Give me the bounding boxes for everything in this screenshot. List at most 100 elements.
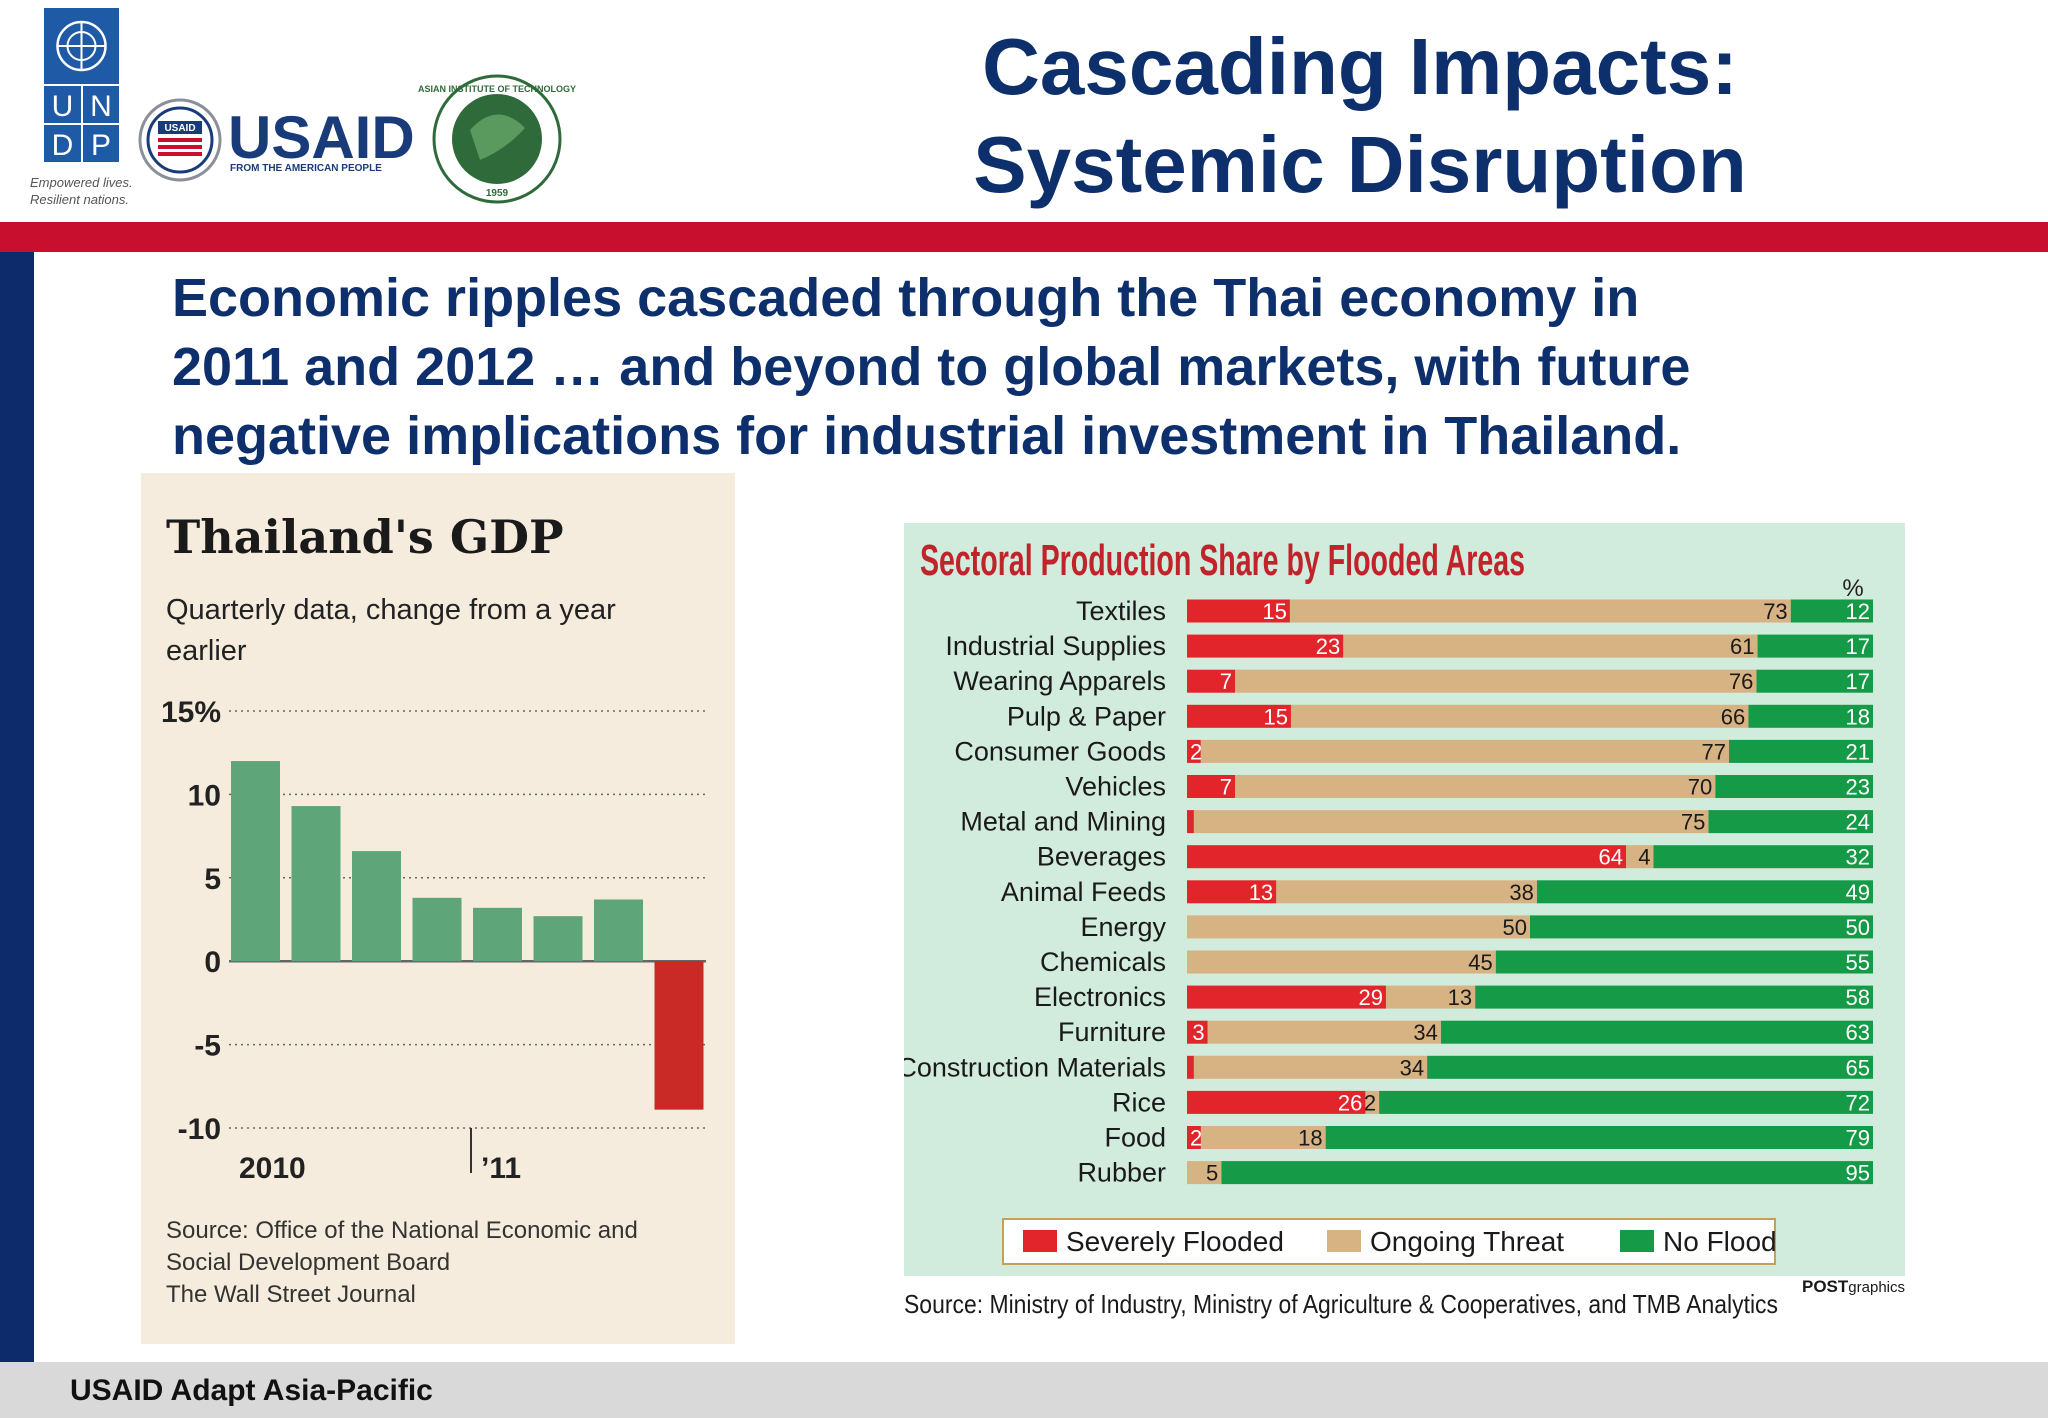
bar-ongoing-threat bbox=[1200, 739, 1729, 763]
label-ongoing-threat: 5 bbox=[1206, 1161, 1218, 1186]
sector-unit-label: % bbox=[1842, 575, 1863, 602]
sector-category-label: Electronics bbox=[1034, 982, 1166, 1012]
bar-severely-flooded bbox=[1187, 599, 1290, 623]
sector-row: Electronics 29 13 58 bbox=[1034, 982, 1873, 1012]
gdp-y-tick-label: 0 bbox=[204, 946, 221, 979]
bar-no-flood bbox=[1757, 634, 1873, 658]
bar-no-flood bbox=[1427, 1055, 1873, 1079]
sector-category-label: Chemicals bbox=[1040, 947, 1166, 977]
sector-row: Consumer Goods 2 77 21 bbox=[954, 736, 1873, 766]
subtitle-line-2: 2011 and 2012 … and beyond to global mar… bbox=[172, 337, 1691, 397]
legend-label-ongoing-threat: Ongoing Threat bbox=[1370, 1226, 1564, 1257]
undp-letter-p: P bbox=[91, 129, 111, 162]
label-severely-flooded: 15 bbox=[1262, 599, 1286, 624]
label-severely-flooded: 7 bbox=[1220, 669, 1232, 694]
sector-chart-title: Sectoral Production Share by Flooded Are… bbox=[920, 536, 1525, 585]
label-no-flood: 49 bbox=[1846, 880, 1870, 905]
sector-chart: Sectoral Production Share by Flooded Are… bbox=[897, 536, 1873, 1188]
label-ongoing-threat: 50 bbox=[1503, 915, 1527, 940]
sector-category-label: Food bbox=[1104, 1123, 1166, 1153]
bar-severely-flooded bbox=[1187, 634, 1344, 658]
label-severely-flooded: 2 bbox=[1190, 739, 1202, 764]
gdp-chart: Thailand's GDP Quarterly data, change fr… bbox=[161, 510, 706, 1308]
bar-no-flood bbox=[1475, 985, 1873, 1009]
bar-severely-flooded bbox=[1187, 1126, 1201, 1149]
label-ongoing-threat: 2 bbox=[1364, 1090, 1376, 1115]
legend-swatch-severely-flooded bbox=[1023, 1230, 1057, 1252]
bar-ongoing-threat bbox=[1385, 985, 1476, 1009]
bar-no-flood bbox=[1325, 1126, 1873, 1149]
postgraphics-credit: POSTgraphics bbox=[1802, 1277, 1905, 1296]
sector-row: Food 2 18 79 bbox=[1104, 1123, 1873, 1153]
bar-severely-flooded bbox=[1187, 880, 1277, 904]
gdp-source-3: The Wall Street Journal bbox=[166, 1281, 416, 1308]
bar-ongoing-threat bbox=[1193, 1055, 1428, 1079]
subtitle-line-3: negative implications for industrial inv… bbox=[172, 406, 1682, 466]
label-no-flood: 32 bbox=[1846, 845, 1870, 870]
sector-row: Rice 26 2 72 bbox=[1112, 1087, 1873, 1117]
bar-severely-flooded bbox=[1187, 704, 1291, 728]
bar-no-flood bbox=[1653, 845, 1873, 869]
bar-ongoing-threat bbox=[1193, 810, 1709, 834]
label-ongoing-threat: 18 bbox=[1298, 1126, 1322, 1151]
gdp-bar bbox=[231, 761, 280, 962]
sector-category-label: Vehicles bbox=[1065, 772, 1166, 802]
sector-row: Pulp & Paper 15 66 18 bbox=[1007, 701, 1873, 731]
gdp-source-2: Social Development Board bbox=[166, 1249, 450, 1276]
label-severely-flooded: 7 bbox=[1220, 775, 1232, 800]
label-ongoing-threat: 34 bbox=[1413, 1020, 1437, 1045]
bar-severely-flooded bbox=[1187, 810, 1194, 834]
sector-row: Chemicals 45 55 bbox=[1040, 947, 1873, 977]
bar-ongoing-threat bbox=[1187, 1161, 1222, 1185]
legend-label-severely-flooded: Severely Flooded bbox=[1066, 1226, 1284, 1257]
legend-label-no-flood: No Flood bbox=[1663, 1226, 1777, 1257]
sector-row: Wearing Apparels 7 76 17 bbox=[953, 666, 1873, 696]
bar-no-flood bbox=[1756, 669, 1873, 693]
sector-category-label: Pulp & Paper bbox=[1007, 701, 1166, 731]
gdp-bar bbox=[412, 897, 462, 962]
label-no-flood: 79 bbox=[1846, 1126, 1870, 1151]
bar-ongoing-threat bbox=[1365, 1090, 1380, 1114]
usaid-tagline: FROM THE AMERICAN PEOPLE bbox=[230, 163, 382, 174]
bar-no-flood bbox=[1221, 1161, 1873, 1185]
bar-ongoing-threat bbox=[1235, 669, 1757, 693]
sector-row: Metal and Mining 75 24 bbox=[960, 807, 1873, 837]
label-severely-flooded: 64 bbox=[1599, 845, 1623, 870]
credit-bold: POST bbox=[1802, 1277, 1849, 1296]
sector-category-label: Construction Materials bbox=[904, 1052, 1166, 1082]
sector-category-label: Textiles bbox=[1076, 596, 1166, 626]
label-no-flood: 63 bbox=[1846, 1020, 1870, 1045]
usaid-seal-label: USAID bbox=[164, 123, 195, 134]
gdp-bar bbox=[352, 851, 401, 962]
gdp-x-label-2011: ’11 bbox=[481, 1152, 521, 1185]
gdp-bar bbox=[473, 907, 522, 962]
sector-category-label: Energy bbox=[1080, 912, 1166, 942]
sector-row: Vehicles 7 70 23 bbox=[1065, 772, 1873, 802]
bar-severely-flooded bbox=[1187, 775, 1236, 798]
header-divider-band bbox=[0, 222, 2048, 252]
label-severely-flooded: 29 bbox=[1358, 985, 1382, 1010]
sector-category-label: Furniture bbox=[1058, 1017, 1166, 1047]
subtitle-line-1: Economic ripples cascaded through the Th… bbox=[172, 268, 1640, 328]
gdp-x-label-2010: 2010 bbox=[239, 1152, 306, 1185]
usaid-seal-icon: USAID bbox=[138, 98, 222, 182]
sector-row: Industrial Supplies 23 61 17 bbox=[945, 631, 1873, 661]
label-no-flood: 55 bbox=[1846, 950, 1870, 975]
bar-no-flood bbox=[1530, 915, 1873, 939]
label-severely-flooded: 15 bbox=[1263, 704, 1287, 729]
undp-letter-n: N bbox=[90, 90, 112, 123]
gdp-chart-panel: Thailand's GDP Quarterly data, change fr… bbox=[141, 473, 735, 1344]
label-severely-flooded: 23 bbox=[1316, 634, 1340, 659]
undp-letter-u: U bbox=[52, 90, 74, 123]
gdp-bar bbox=[533, 916, 583, 962]
label-ongoing-threat: 76 bbox=[1729, 669, 1753, 694]
bar-ongoing-threat bbox=[1276, 880, 1537, 904]
sector-category-label: Rubber bbox=[1077, 1158, 1166, 1188]
sector-category-label: Consumer Goods bbox=[954, 736, 1166, 766]
sector-row: Energy 50 50 bbox=[1080, 912, 1873, 942]
sector-row: Construction Materials 34 65 bbox=[897, 1052, 1873, 1082]
un-globe-icon bbox=[56, 20, 107, 72]
label-no-flood: 65 bbox=[1846, 1055, 1870, 1080]
left-accent-bar bbox=[0, 252, 34, 1362]
usaid-logo: USAID USAID FROM THE AMERICAN PEOPLE bbox=[138, 98, 415, 182]
